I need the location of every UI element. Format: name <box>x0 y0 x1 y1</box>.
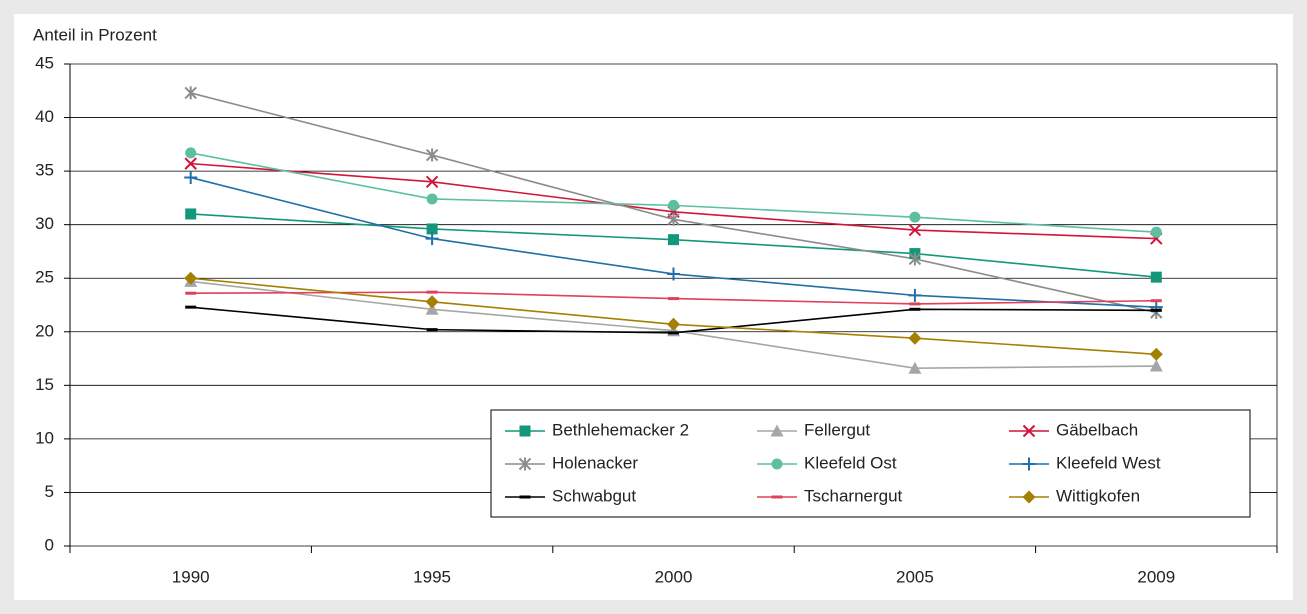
marker <box>1022 424 1036 438</box>
legend-label: Kleefeld West <box>1056 453 1161 472</box>
y-tick-label: 10 <box>35 428 54 447</box>
marker <box>909 211 921 223</box>
marker <box>1022 457 1036 471</box>
y-tick-label: 25 <box>35 268 54 287</box>
marker <box>908 288 922 302</box>
legend-label: Wittigkofen <box>1056 486 1140 505</box>
marker <box>668 234 679 246</box>
marker <box>1022 490 1036 504</box>
marker <box>908 331 922 345</box>
y-tick-label: 15 <box>35 375 54 394</box>
y-tick-label: 0 <box>45 535 54 554</box>
y-tick-label: 40 <box>35 107 54 126</box>
x-tick-label: 1995 <box>413 567 451 586</box>
marker <box>1150 271 1162 283</box>
marker <box>184 157 197 170</box>
marker <box>667 267 680 281</box>
marker <box>425 302 439 315</box>
marker <box>667 317 680 331</box>
marker <box>426 223 438 235</box>
legend-label: Fellergut <box>804 420 870 439</box>
legend: Bethlehemacker 2 Fellergut Gäbelbach Holena… <box>490 409 1251 518</box>
x-tick-label: 1990 <box>172 567 210 586</box>
marker <box>185 147 197 159</box>
legend-label: Tscharnergut <box>804 486 903 505</box>
y-tick-label: 20 <box>35 321 54 340</box>
marker <box>185 208 197 220</box>
marker <box>426 193 438 205</box>
marker <box>908 252 922 266</box>
legend-label: Schwabgut <box>552 486 636 505</box>
y-tick-label: 45 <box>35 53 54 72</box>
marker <box>425 175 439 189</box>
x-tick-label: 2000 <box>655 567 693 586</box>
legend-label: Bethlehemacker 2 <box>552 420 689 439</box>
marker <box>667 212 680 226</box>
marker <box>425 295 439 309</box>
marker <box>770 424 784 437</box>
marker <box>184 271 198 285</box>
marker <box>184 86 197 100</box>
marker <box>518 457 532 471</box>
legend-box <box>490 409 1251 518</box>
x-tick-label: 2009 <box>1137 567 1175 586</box>
marker <box>771 458 783 470</box>
legend-label: Kleefeld Ost <box>804 453 897 472</box>
marker <box>1149 359 1163 372</box>
marker <box>908 361 922 374</box>
y-axis-label: Anteil in Prozent <box>33 25 157 44</box>
marker <box>184 171 198 185</box>
legend-label: Gäbelbach <box>1056 420 1138 439</box>
y-tick-label: 35 <box>35 161 54 180</box>
marker <box>668 199 679 211</box>
legend-label: Holenacker <box>552 453 638 472</box>
marker <box>1150 226 1162 238</box>
marker <box>908 223 922 237</box>
y-tick-label: 5 <box>45 482 54 501</box>
marker <box>1149 347 1163 361</box>
x-tick-label: 2005 <box>896 567 934 586</box>
marker <box>425 232 439 246</box>
y-tick-label: 30 <box>35 214 54 233</box>
marker <box>519 425 531 437</box>
marker <box>425 148 439 162</box>
